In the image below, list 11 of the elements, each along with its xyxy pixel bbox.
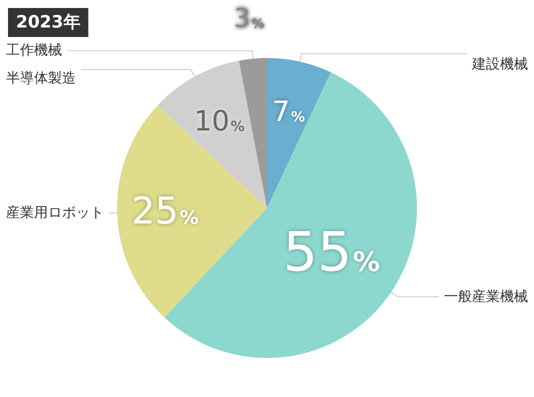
slice-label: 産業用ロボット <box>6 204 104 221</box>
slice-label: 半導体製造 <box>6 70 76 87</box>
data-label: 3% <box>234 4 264 34</box>
chart-title: 2023年 <box>16 12 80 32</box>
data-label: 7% <box>272 94 306 128</box>
data-label: 25% <box>131 190 199 233</box>
slice-label: 工作機械 <box>6 42 62 59</box>
slice-label: 建設機械 <box>471 56 528 73</box>
data-label: 55% <box>283 220 380 284</box>
slice-label: 一般産業機械 <box>444 288 528 305</box>
data-label: 10% <box>194 104 245 138</box>
